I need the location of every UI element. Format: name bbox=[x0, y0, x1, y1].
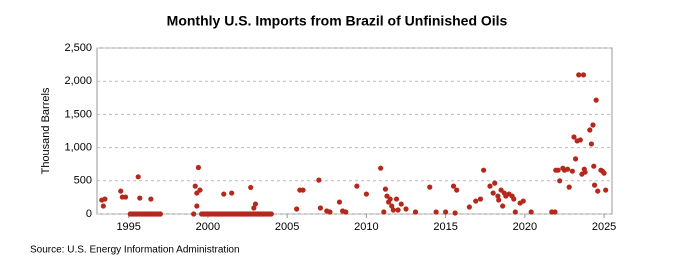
point bbox=[496, 197, 502, 203]
point bbox=[452, 210, 458, 216]
point bbox=[569, 168, 575, 174]
point bbox=[382, 186, 388, 192]
point bbox=[157, 211, 163, 217]
point bbox=[197, 187, 203, 193]
x-tick-label: 2000 bbox=[196, 221, 220, 233]
point bbox=[251, 205, 257, 211]
y-tick-label: 500 bbox=[74, 175, 92, 187]
point bbox=[512, 209, 518, 215]
point bbox=[354, 183, 360, 189]
x-tick-label: 2005 bbox=[275, 221, 299, 233]
point bbox=[100, 203, 106, 209]
point bbox=[191, 211, 197, 217]
x-tick-label: 2010 bbox=[354, 221, 378, 233]
point bbox=[433, 209, 439, 215]
point bbox=[363, 191, 369, 197]
point bbox=[450, 183, 457, 189]
point bbox=[327, 209, 333, 215]
point bbox=[294, 206, 300, 212]
point bbox=[316, 177, 322, 183]
x-tick-label: 1995 bbox=[116, 221, 140, 233]
point bbox=[268, 211, 274, 217]
point bbox=[336, 199, 343, 205]
point bbox=[381, 209, 387, 215]
point bbox=[389, 203, 395, 209]
point bbox=[473, 198, 479, 204]
point bbox=[192, 183, 198, 189]
point bbox=[591, 182, 598, 188]
point bbox=[591, 163, 597, 169]
x-tick-label: 2020 bbox=[513, 221, 537, 233]
point bbox=[387, 196, 393, 202]
point bbox=[566, 184, 572, 190]
point bbox=[317, 205, 324, 211]
point bbox=[481, 167, 487, 173]
point bbox=[137, 195, 143, 201]
y-tick-label: 2,000 bbox=[64, 75, 92, 87]
point bbox=[118, 188, 124, 194]
point bbox=[343, 209, 349, 215]
point bbox=[492, 180, 498, 186]
point bbox=[412, 209, 419, 215]
point bbox=[571, 134, 577, 140]
point bbox=[300, 187, 306, 193]
point bbox=[590, 122, 596, 128]
point bbox=[403, 206, 409, 212]
y-axis-label: Thousand Barrels bbox=[40, 87, 52, 174]
point bbox=[390, 207, 396, 213]
point bbox=[454, 187, 460, 193]
point bbox=[528, 209, 534, 215]
point bbox=[555, 167, 561, 173]
point bbox=[477, 196, 484, 202]
point bbox=[252, 201, 259, 207]
point bbox=[443, 209, 449, 215]
point bbox=[248, 184, 254, 191]
point bbox=[490, 190, 496, 196]
point bbox=[572, 156, 579, 162]
point bbox=[601, 170, 607, 176]
x-tick-label: 2025 bbox=[592, 221, 616, 233]
y-tick-label: 1,000 bbox=[64, 142, 92, 154]
point bbox=[580, 72, 587, 78]
point bbox=[487, 183, 493, 189]
point bbox=[395, 207, 401, 213]
point bbox=[102, 196, 108, 202]
point bbox=[552, 209, 558, 215]
point bbox=[398, 201, 404, 207]
point bbox=[577, 137, 583, 143]
point bbox=[520, 198, 526, 204]
point bbox=[466, 204, 472, 210]
point bbox=[582, 169, 588, 175]
point bbox=[565, 166, 571, 172]
point bbox=[500, 203, 506, 209]
point bbox=[495, 193, 501, 199]
point bbox=[588, 141, 595, 147]
source-note: Source: U.S. Energy Information Administ… bbox=[30, 245, 240, 256]
point bbox=[135, 174, 141, 180]
y-tick-label: 2,500 bbox=[64, 42, 92, 54]
point bbox=[393, 196, 400, 202]
point bbox=[122, 194, 129, 200]
point bbox=[593, 97, 599, 103]
y-tick-label: 0 bbox=[86, 208, 92, 220]
point bbox=[557, 178, 563, 184]
point bbox=[194, 203, 200, 209]
point bbox=[576, 72, 582, 78]
point bbox=[511, 196, 517, 202]
point bbox=[195, 164, 202, 171]
chart-title: Monthly U.S. Imports from Brazil of Unfi… bbox=[167, 13, 508, 29]
point bbox=[221, 191, 227, 197]
point bbox=[229, 190, 235, 196]
point bbox=[595, 188, 601, 194]
point bbox=[427, 184, 433, 190]
point bbox=[378, 165, 384, 171]
point bbox=[148, 196, 154, 202]
x-tick-label: 2015 bbox=[433, 221, 457, 233]
plot-frame bbox=[96, 47, 613, 215]
point bbox=[603, 187, 609, 193]
y-tick-label: 1,500 bbox=[64, 108, 92, 120]
point bbox=[587, 127, 593, 133]
